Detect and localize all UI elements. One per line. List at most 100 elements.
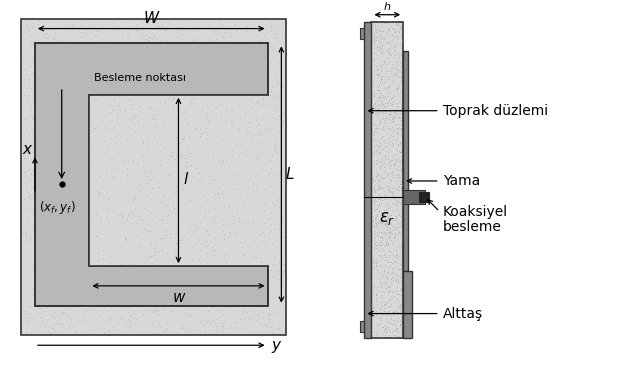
Point	[97, 80, 107, 86]
Point	[234, 215, 244, 220]
Point	[187, 244, 197, 250]
Point	[371, 157, 381, 163]
Point	[176, 152, 186, 158]
Point	[370, 37, 380, 43]
Point	[159, 74, 169, 80]
Point	[56, 324, 67, 330]
Point	[391, 71, 401, 77]
Point	[161, 226, 171, 232]
Point	[389, 194, 399, 200]
Point	[266, 309, 276, 315]
Point	[376, 213, 386, 219]
Point	[41, 269, 51, 275]
Point	[122, 171, 132, 177]
Point	[82, 178, 93, 184]
Point	[384, 185, 394, 191]
Point	[179, 169, 189, 174]
Point	[265, 228, 275, 234]
Point	[387, 140, 397, 146]
Point	[230, 97, 240, 103]
Point	[153, 39, 164, 45]
Point	[229, 53, 239, 59]
Point	[46, 258, 56, 264]
Point	[135, 192, 145, 198]
Point	[226, 223, 236, 229]
Point	[75, 63, 86, 68]
Point	[193, 236, 203, 242]
Point	[153, 261, 163, 267]
Point	[395, 272, 405, 278]
Point	[230, 214, 240, 220]
Point	[179, 155, 189, 161]
Point	[277, 82, 287, 88]
Point	[396, 125, 406, 131]
Point	[372, 83, 382, 89]
Point	[391, 66, 401, 72]
Point	[224, 84, 234, 90]
Point	[145, 21, 155, 27]
Point	[77, 261, 87, 267]
Point	[205, 247, 216, 252]
Point	[157, 213, 167, 219]
Point	[209, 217, 219, 223]
Point	[154, 269, 164, 275]
Point	[180, 106, 190, 112]
Point	[372, 256, 382, 262]
Point	[266, 221, 276, 227]
Point	[198, 82, 208, 88]
Point	[387, 26, 398, 32]
Point	[201, 125, 211, 131]
Point	[242, 309, 252, 315]
Point	[107, 94, 117, 100]
Point	[236, 50, 246, 56]
Point	[171, 134, 181, 140]
Point	[20, 196, 30, 202]
Point	[238, 309, 248, 315]
Point	[377, 98, 387, 104]
Point	[129, 208, 139, 213]
Point	[384, 212, 394, 218]
Point	[202, 190, 212, 195]
Point	[115, 110, 125, 116]
Point	[153, 205, 164, 211]
Point	[92, 94, 102, 100]
Point	[179, 288, 190, 294]
Point	[120, 200, 130, 206]
Point	[200, 197, 210, 203]
Point	[153, 25, 163, 31]
Point	[395, 78, 405, 84]
Point	[394, 158, 404, 163]
Point	[54, 232, 64, 238]
Point	[214, 271, 224, 277]
Point	[240, 246, 250, 252]
Point	[255, 93, 265, 99]
Point	[397, 237, 407, 243]
Point	[269, 134, 280, 139]
Point	[180, 251, 190, 256]
Point	[384, 147, 394, 153]
Point	[245, 267, 255, 273]
Point	[123, 318, 133, 324]
Point	[380, 119, 390, 125]
Point	[267, 92, 277, 98]
Point	[79, 20, 89, 26]
Point	[55, 292, 65, 298]
Point	[229, 22, 239, 28]
Point	[44, 145, 55, 151]
Point	[191, 269, 202, 275]
Point	[368, 110, 378, 116]
Point	[368, 161, 378, 167]
Point	[239, 125, 249, 131]
Point	[44, 280, 55, 286]
Point	[370, 24, 380, 29]
Point	[226, 77, 236, 83]
Point	[146, 159, 157, 165]
Point	[395, 110, 405, 116]
Point	[378, 230, 388, 236]
Point	[214, 67, 224, 72]
Point	[141, 204, 151, 210]
Point	[368, 56, 378, 62]
Point	[58, 47, 68, 53]
Point	[128, 63, 138, 68]
Point	[129, 158, 139, 163]
